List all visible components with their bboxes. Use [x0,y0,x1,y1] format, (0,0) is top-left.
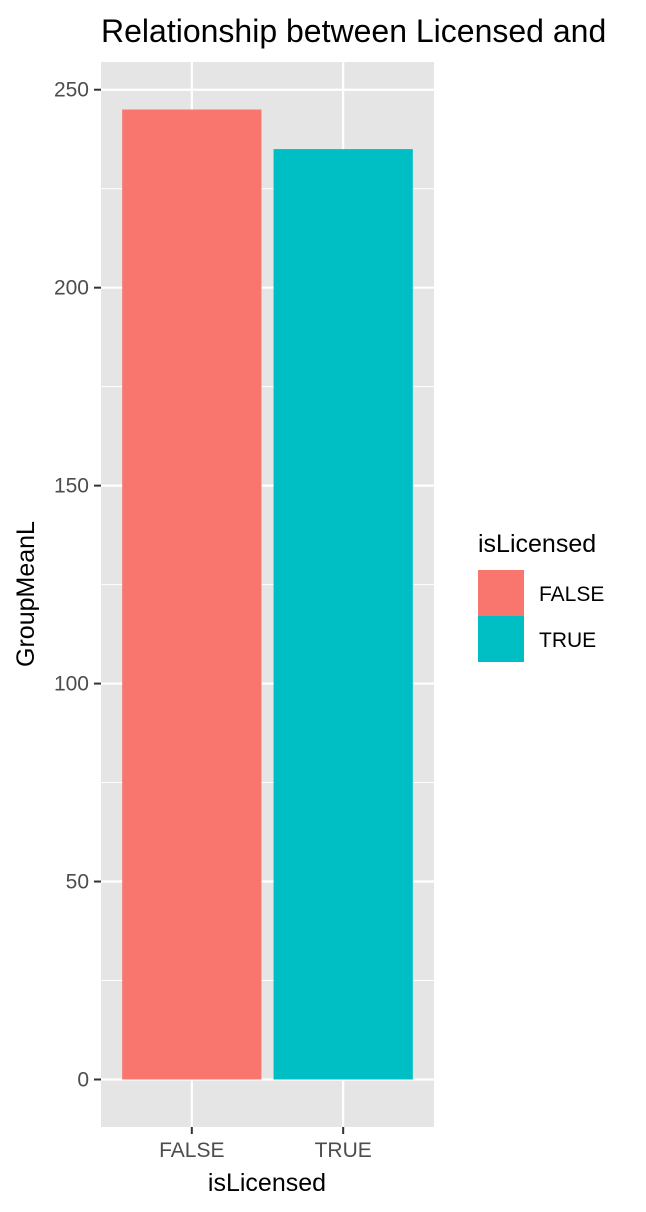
y-axis: 0 50 100 150 200 250 [54,79,101,1091]
legend-label-true: TRUE [539,629,596,652]
x-tick-label: TRUE [315,1139,372,1162]
bars [122,109,413,1080]
legend-label-false: FALSE [539,583,604,606]
x-axis: FALSE TRUE [159,1127,372,1162]
bar-true [273,149,413,1080]
y-tick-label: 200 [54,277,89,300]
bar-false [122,109,262,1080]
legend-key-false [478,570,524,616]
y-tick-label: 100 [54,673,89,696]
x-tick-label: FALSE [159,1139,224,1162]
legend-title: isLicensed [478,530,596,558]
y-axis-title: GroupMeanL [12,521,40,667]
legend-key-true [478,616,524,662]
y-tick-label: 250 [54,79,89,102]
x-axis-title: isLicensed [208,1169,326,1197]
y-tick-label: 0 [77,1068,89,1091]
legend: isLicensed FALSE TRUE [478,530,604,662]
chart-title: Relationship between Licensed and [101,13,606,49]
y-tick-label: 150 [54,475,89,498]
y-tick-label: 50 [66,871,89,894]
